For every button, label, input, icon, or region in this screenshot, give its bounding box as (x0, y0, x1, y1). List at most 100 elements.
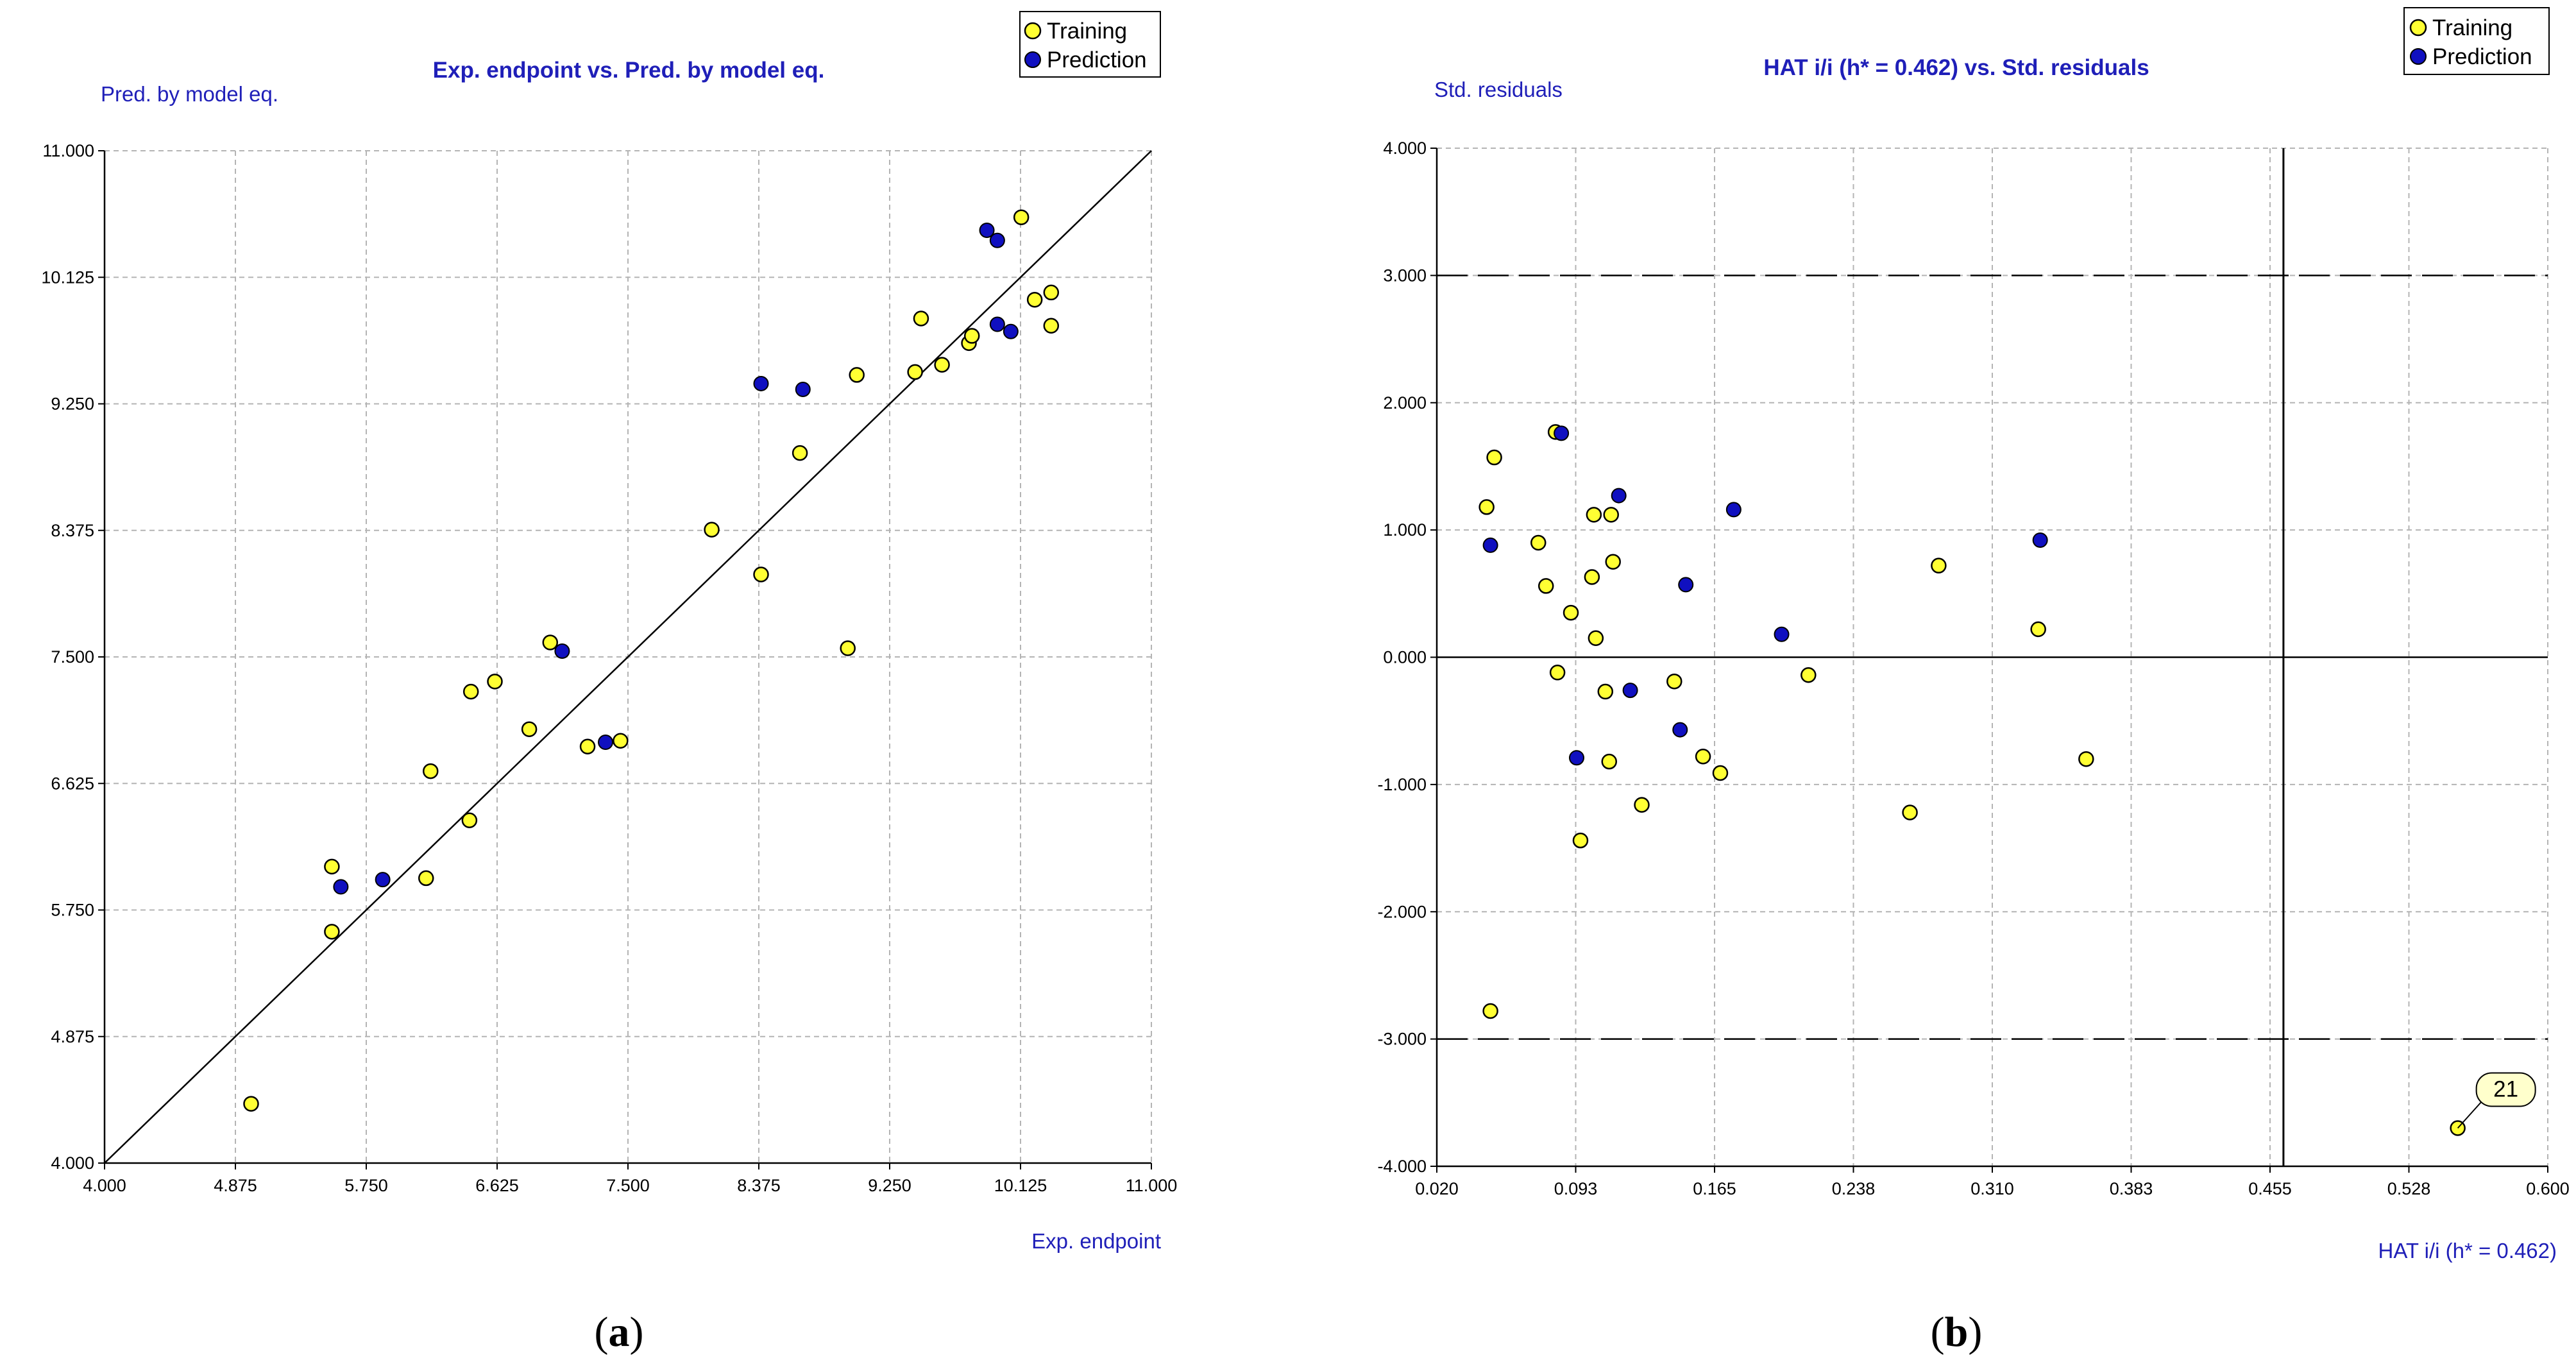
y-tick-label: 3.000 (1383, 266, 1427, 285)
x-tick-label: 0.020 (1415, 1179, 1459, 1198)
caption-b: (b) (1931, 1309, 1983, 1356)
chart-b-training-point (1549, 665, 1566, 681)
chart-b-y-axis-label: Std. residuals (1434, 78, 1563, 101)
x-tick-label: 0.383 (2110, 1179, 2153, 1198)
chart-a-prediction-point (989, 232, 1005, 248)
chart-b-prediction-point (1611, 488, 1627, 504)
legend-training-marker (1024, 22, 1042, 40)
y-tick-label: 5.750 (51, 901, 94, 920)
chart-a-training-point (934, 357, 950, 373)
x-tick-label: 4.875 (214, 1176, 257, 1195)
y-tick-label: -1.000 (1377, 775, 1427, 794)
chart-a-training-point (849, 367, 865, 383)
y-tick-label: 2.000 (1383, 393, 1427, 412)
chart-b-points (1479, 424, 2466, 1136)
chart-a-training-point (792, 445, 808, 461)
chart-b-prediction-point (1678, 577, 1694, 593)
chart-b-training-point (1605, 554, 1621, 570)
chart-a-legend: Training Prediction (1019, 11, 1161, 78)
x-tick-label: 0.455 (2248, 1179, 2292, 1198)
chart-a-title: Exp. endpoint vs. Pred. by model eq. (433, 58, 825, 83)
chart-b-training-point (1712, 765, 1729, 781)
legend-prediction-marker (2410, 48, 2427, 65)
y-tick-label: 4.875 (51, 1027, 94, 1046)
chart-a-prediction-point (333, 879, 349, 895)
chart-a-training-point (913, 310, 929, 327)
chart-b-training-point (1603, 507, 1619, 523)
legend-training-label: Training (2432, 15, 2512, 40)
chart-b-annotation-layer: 21 (2457, 1072, 2536, 1129)
chart-b-prediction-point (1622, 683, 1638, 699)
chart-b-title: HAT i/i (h* = 0.462) vs. Std. residuals (1763, 55, 2149, 80)
chart-a-prediction-point (979, 222, 995, 238)
chart-b-y-ticks: -4.000 -3.000 -2.000 -1.000 0.000 1.000 2.000 3… (1377, 139, 1437, 1176)
y-tick-label: 8.375 (51, 521, 94, 540)
x-tick-label: 0.528 (2387, 1179, 2431, 1198)
panel-b: HAT i/i (h* = 0.462) vs. Std. residuals … (1377, 7, 2570, 1356)
chart-a-training-point (462, 683, 479, 700)
chart-b-training-point (1479, 499, 1495, 515)
x-tick-label: 5.750 (344, 1176, 388, 1195)
chart-b-prediction-point (1725, 502, 1741, 518)
chart-a-training-point (753, 566, 769, 582)
chart-b-training-point (1597, 683, 1614, 700)
chart-a-legend-box (1019, 11, 1161, 78)
y-tick-label: 11.000 (42, 141, 94, 160)
chart-a-training-point (423, 763, 439, 779)
chart-a-prediction-point (598, 735, 614, 751)
chart-a-y-axis-label: Pred. by model eq. (101, 82, 278, 106)
x-tick-label: 0.310 (1970, 1179, 2014, 1198)
legend-prediction-label: Prediction (2432, 44, 2532, 69)
chart-b-training-point (1588, 630, 1604, 646)
chart-b-training-point (1902, 804, 1918, 821)
y-tick-label: 0.000 (1383, 648, 1427, 667)
chart-b-x-ticks: 0.020 0.093 0.165 0.238 0.310 0.383 0.455 0.528… (1415, 1166, 2570, 1198)
chart-b-prediction-point (1554, 425, 1570, 441)
chart-a-training-point (1043, 318, 1060, 334)
chart-b-x-axis-label: HAT i/i (h* = 0.462) (2378, 1239, 2557, 1263)
y-tick-label: 4.000 (1383, 139, 1427, 158)
chart-a-points (243, 209, 1060, 1112)
chart-b-prediction-point (1568, 750, 1584, 766)
chart-a-training-point (1043, 284, 1060, 301)
chart-b-training-point (1538, 578, 1554, 594)
chart-a-reference-layer (104, 150, 1152, 1164)
x-tick-label: 8.375 (737, 1176, 781, 1195)
x-tick-label: 10.125 (994, 1176, 1047, 1195)
chart-a-training-point (243, 1096, 259, 1112)
chart-a-training-point (324, 858, 340, 875)
chart-a-y-ticks: 4.000 4.875 5.750 6.625 7.500 8.375 9.250 10.12… (41, 141, 105, 1173)
chart-b-reference-layer (1437, 148, 2548, 1166)
chart-a-prediction-point (554, 643, 570, 659)
x-tick-label: 6.625 (475, 1176, 519, 1195)
y-tick-label: -3.000 (1377, 1030, 1427, 1049)
chart-b-training-point (1486, 449, 1502, 466)
chart-b-training-point (1586, 507, 1602, 523)
x-tick-label: 11.000 (1126, 1176, 1178, 1195)
identity-reference-line (104, 150, 1152, 1164)
chart-a-training-point (613, 733, 629, 749)
chart-a-training-point (487, 674, 503, 690)
chart-b-training-point (1601, 753, 1618, 770)
chart-a-training-point (579, 738, 596, 755)
chart-b-prediction-point (2032, 532, 2048, 548)
chart-a-prediction-point (753, 375, 769, 391)
chart-a-prediction-point (989, 316, 1005, 332)
chart-b-training-point (1634, 797, 1650, 813)
chart-b-training-point (1482, 1003, 1498, 1019)
chart-b-training-point (2030, 621, 2046, 638)
chart-b-training-point (2078, 751, 2094, 767)
y-tick-label: 6.625 (51, 774, 94, 793)
legend-prediction-marker (1024, 51, 1041, 68)
x-tick-label: 9.250 (868, 1176, 911, 1195)
chart-a-x-axis-label: Exp. endpoint (1031, 1229, 1161, 1253)
chart-a-prediction-point (375, 872, 391, 888)
y-tick-label: 10.125 (41, 268, 94, 287)
legend-prediction-label: Prediction (1047, 47, 1147, 72)
y-tick-label: 7.500 (51, 647, 94, 667)
chart-b-legend-box (2403, 7, 2550, 75)
chart-b-legend: Training Prediction (2403, 7, 2550, 75)
legend-training-label: Training (1047, 19, 1127, 44)
chart-b-training-point (1530, 534, 1546, 551)
